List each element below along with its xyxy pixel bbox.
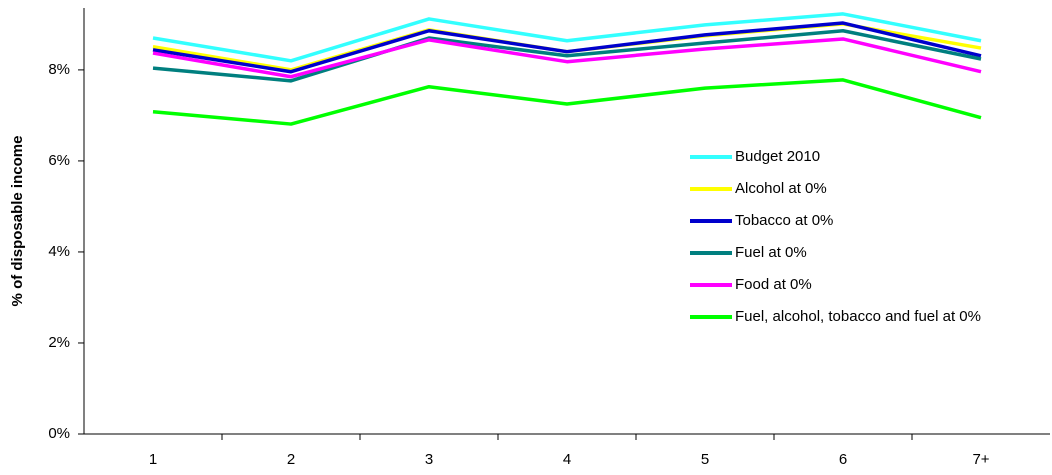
y-tick-label: 4% — [48, 243, 70, 260]
legend-label: Alcohol at 0% — [735, 180, 827, 197]
x-tick-label: 4 — [563, 451, 571, 468]
y-axis-label: % of disposable income — [9, 136, 26, 307]
series-line — [152, 12, 982, 63]
legend-label: Fuel, alcohol, tobacco and fuel at 0% — [735, 308, 981, 325]
y-tick-label: 8% — [48, 61, 70, 78]
legend-label: Budget 2010 — [735, 148, 820, 165]
series-line — [152, 29, 982, 83]
y-tick-label: 0% — [48, 425, 70, 442]
x-tick-label: 2 — [287, 451, 295, 468]
x-tick-label: 6 — [839, 451, 847, 468]
legend-label: Food at 0% — [735, 276, 812, 293]
series-line — [152, 78, 982, 126]
x-tick-label: 5 — [701, 451, 709, 468]
y-tick-label: 6% — [48, 152, 70, 169]
x-tick-label: 3 — [425, 451, 433, 468]
y-tick-label: 2% — [48, 334, 70, 351]
x-tick-label: 7+ — [972, 451, 989, 468]
series-line — [152, 37, 982, 79]
x-tick-label: 1 — [149, 451, 157, 468]
series-line — [152, 21, 982, 74]
legend-label: Tobacco at 0% — [735, 212, 833, 229]
legend-label: Fuel at 0% — [735, 244, 807, 261]
